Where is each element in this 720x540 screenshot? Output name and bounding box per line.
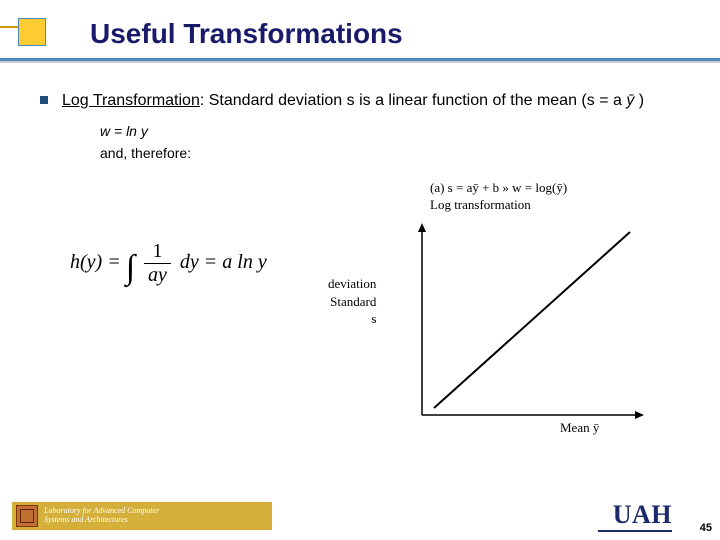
university-logo-underline: [598, 530, 672, 532]
lab-label: Laboratory for Advanced Computer Systems…: [44, 507, 159, 525]
bullet-text: Log Transformation: Standard deviation s…: [62, 90, 644, 112]
slide-title: Useful Transformations: [90, 18, 403, 50]
chart-region: (a) s = aȳ + b » w = log(ȳ) Log transfor…: [310, 180, 670, 440]
chart-x-label: Mean ȳ: [560, 420, 599, 436]
lab-line2: Systems and Architectures: [44, 516, 159, 525]
formula-lhs: h(y) =: [70, 251, 126, 273]
bullet-icon: [40, 96, 48, 104]
y-axis-arrow-icon: [418, 223, 426, 232]
y-label-1: deviation: [328, 275, 376, 293]
bullet-item: Log Transformation: Standard deviation s…: [40, 90, 680, 112]
sub-line-2: and, therefore:: [100, 142, 680, 164]
bullet-close: ): [634, 92, 644, 109]
slide-footer: Laboratory for Advanced Computer Systems…: [0, 498, 720, 540]
y-label-2: Standard: [328, 293, 376, 311]
chart-y-label: deviation Standard s: [328, 275, 376, 328]
bullet-term: Log Transformation: [62, 92, 200, 109]
integral-icon: ∫: [126, 249, 135, 287]
lab-logo-icon: [16, 505, 38, 527]
bullet-body: : Standard deviation s is a linear funct…: [200, 92, 626, 109]
chart-line: [434, 232, 630, 408]
slide-header: Useful Transformations: [0, 0, 720, 70]
formula: h(y) = ∫ 1 ay dy = a ln y: [70, 240, 267, 287]
title-underline-shadow: [0, 61, 720, 63]
chart-caption: (a) s = aȳ + b » w = log(ȳ) Log transfor…: [430, 180, 567, 214]
chart-caption-a: (a) s = aȳ + b » w = log(ȳ): [430, 180, 567, 197]
footer-band: Laboratory for Advanced Computer Systems…: [12, 502, 272, 530]
frac-bot: ay: [144, 264, 171, 287]
x-axis-arrow-icon: [635, 411, 644, 419]
university-logo: UAH: [613, 500, 672, 530]
page-number: 45: [700, 522, 712, 534]
slide-content: Log Transformation: Standard deviation s…: [40, 90, 680, 164]
sub-lines: w = ln y and, therefore:: [100, 120, 680, 165]
chart-svg: [402, 220, 652, 430]
formula-rhs: dy = a ln y: [180, 251, 267, 273]
corner-square-icon: [18, 18, 46, 46]
sub-line-1: w = ln y: [100, 120, 680, 142]
frac-top: 1: [144, 240, 171, 264]
chart-caption-b: Log transformation: [430, 197, 567, 214]
y-label-3: s: [328, 310, 376, 328]
